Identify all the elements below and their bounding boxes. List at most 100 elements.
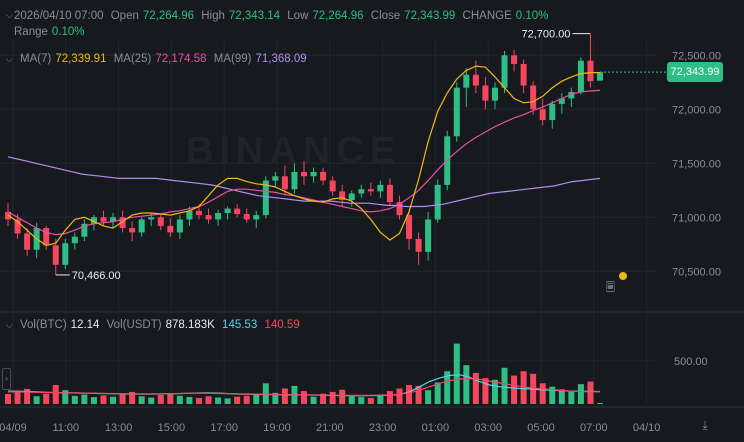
ma-line bbox=[7, 89, 601, 236]
volume-bar bbox=[425, 390, 432, 404]
price-tick-label: 72,500.00 bbox=[672, 50, 721, 62]
volume-bar bbox=[482, 378, 489, 404]
vol-btc-value: 12.14 bbox=[70, 319, 100, 331]
ma7-value: 72,339.91 bbox=[55, 53, 107, 65]
candle-body bbox=[24, 233, 31, 250]
candle-body bbox=[367, 189, 374, 192]
range-value: 0.10% bbox=[51, 26, 85, 38]
price-tick-label: 70,500.00 bbox=[672, 266, 721, 278]
time-tick-label: 11:00 bbox=[52, 422, 79, 434]
ma99-label: MA(99) bbox=[213, 53, 252, 65]
candle-body bbox=[520, 63, 527, 86]
volume-bar bbox=[272, 392, 279, 404]
volume-bar bbox=[520, 371, 527, 404]
volume-bar bbox=[43, 393, 50, 404]
time-tick-label: 04/10 bbox=[633, 422, 661, 434]
candle-body bbox=[358, 189, 365, 194]
candle-body bbox=[530, 85, 537, 110]
candle-body bbox=[348, 193, 355, 200]
change-label: CHANGE bbox=[462, 10, 512, 22]
volume-bar bbox=[386, 391, 393, 404]
time-tick-label: 01:00 bbox=[422, 422, 450, 434]
candle-body bbox=[281, 176, 288, 190]
candle-body bbox=[501, 55, 508, 88]
ma25-value: 72,174.58 bbox=[155, 53, 207, 65]
candle-body bbox=[243, 214, 250, 220]
time-tick-label: 05:00 bbox=[527, 422, 555, 434]
time-tick-label: 07:00 bbox=[580, 422, 608, 434]
high-value: 72,343.14 bbox=[228, 10, 281, 22]
vol-usdt-value: 878.183K bbox=[165, 319, 215, 331]
candle-body bbox=[224, 208, 231, 213]
vol-collapse-chevron-icon[interactable]: ⌵ bbox=[6, 320, 13, 330]
range-label: Range bbox=[14, 26, 48, 38]
note-icon[interactable]: 🗏 bbox=[606, 282, 615, 294]
candle-body bbox=[329, 180, 336, 192]
resize-icon[interactable]: ⤓ bbox=[702, 418, 708, 432]
candle-body bbox=[272, 176, 279, 181]
volume-bar bbox=[243, 395, 250, 404]
volume-bar bbox=[62, 390, 69, 404]
volume-bar bbox=[501, 367, 508, 404]
price-tick-label: 71,500.00 bbox=[672, 158, 721, 170]
open-value: 72,264.96 bbox=[142, 10, 195, 22]
candle-body bbox=[558, 98, 565, 104]
volume-bar bbox=[568, 391, 575, 404]
collapse-panel-handle[interactable]: › bbox=[2, 368, 11, 390]
volume-bar bbox=[558, 389, 565, 404]
volume-bar bbox=[138, 396, 145, 404]
volume-ma-line bbox=[8, 377, 600, 396]
volume-bar bbox=[587, 381, 594, 404]
candle-body bbox=[339, 191, 346, 200]
volume-bar bbox=[415, 385, 422, 404]
volume-bar bbox=[377, 394, 384, 404]
header-date: 2026/04/10 07:00 bbox=[14, 10, 104, 22]
price-tick-label: 71,000.00 bbox=[672, 212, 721, 224]
candle-body bbox=[577, 60, 584, 92]
volume-bar bbox=[320, 393, 327, 404]
time-tick-label: 03:00 bbox=[474, 422, 502, 434]
candle-body bbox=[167, 225, 174, 233]
candle-body bbox=[138, 219, 145, 233]
time-tick-label: 13:00 bbox=[105, 422, 133, 434]
candle-body bbox=[549, 103, 556, 121]
volume-bar bbox=[215, 397, 222, 404]
ma25-label: MA(25) bbox=[113, 53, 152, 65]
volume-bar bbox=[511, 375, 518, 404]
candle-body bbox=[396, 202, 403, 216]
candle-body bbox=[415, 238, 422, 252]
change-value: 0.10% bbox=[515, 10, 549, 22]
low-value: 72,264.96 bbox=[312, 10, 364, 22]
volume-bar bbox=[33, 396, 40, 404]
candle-body bbox=[253, 215, 260, 220]
candle-body bbox=[386, 184, 393, 203]
ma7-label: MA(7) bbox=[20, 53, 52, 65]
candle-body bbox=[597, 72, 603, 81]
candle-body bbox=[62, 243, 69, 265]
volume-bar bbox=[329, 391, 336, 404]
collapse-chevron-icon[interactable]: ⌵ bbox=[6, 10, 13, 20]
low-annotation: 70,466.00 bbox=[72, 270, 121, 282]
candle-body bbox=[463, 74, 470, 88]
time-tick-label: 19:00 bbox=[263, 422, 291, 434]
volume-bar bbox=[195, 397, 202, 404]
volume-tick-label: 500.00 bbox=[674, 356, 708, 368]
volume-bar bbox=[539, 383, 546, 404]
candle-body bbox=[71, 236, 78, 244]
volume-bar bbox=[434, 382, 441, 404]
candle-body bbox=[90, 217, 97, 224]
candle-body bbox=[100, 217, 107, 222]
candle-body bbox=[186, 210, 193, 220]
candle-body bbox=[434, 184, 441, 220]
volume-bar bbox=[224, 398, 231, 404]
event-dot-icon[interactable] bbox=[619, 272, 627, 280]
candle-body bbox=[129, 228, 136, 233]
close-label: Close bbox=[370, 10, 401, 22]
volume-bar bbox=[281, 388, 288, 404]
vol-ma1-value: 145.53 bbox=[222, 319, 258, 331]
ma-collapse-chevron-icon[interactable]: ⌵ bbox=[6, 54, 13, 64]
candle-body bbox=[148, 217, 155, 220]
volume-bar bbox=[5, 394, 11, 404]
volume-bar bbox=[71, 395, 78, 404]
